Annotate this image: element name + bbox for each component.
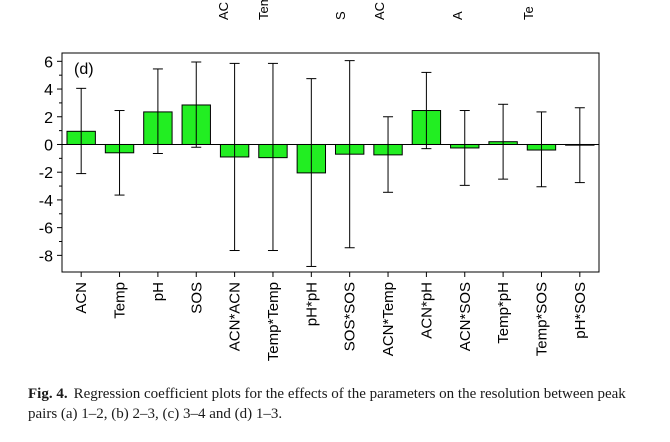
- x-tick-label: ACN*Temp: [380, 282, 397, 356]
- error-bar: [459, 110, 470, 186]
- x-tick-label: Temp*Temp: [265, 282, 282, 361]
- x-tick-label: Temp*pH: [495, 282, 512, 344]
- y-tick-label: -2: [39, 165, 53, 182]
- y-axis: 6 4 2 0 -2 -4 -6 -8: [39, 54, 62, 265]
- error-bars-group: [76, 60, 585, 267]
- figure-caption-text: Regression coefficient plots for the eff…: [28, 386, 626, 422]
- x-tick-label: SOS: [188, 282, 205, 314]
- y-tick-label: 4: [44, 82, 53, 99]
- figure-caption: Fig. 4. Regression coefficient plots for …: [28, 384, 648, 424]
- y-tick-label: 0: [44, 137, 53, 154]
- error-bar: [536, 111, 547, 188]
- error-bar: [267, 62, 278, 252]
- x-tick-label: Temp: [112, 282, 129, 319]
- top-cut-label: S: [333, 11, 348, 20]
- error-bar: [344, 60, 355, 249]
- x-tick-label: pH: [150, 282, 167, 301]
- x-tick-label: ACN: [73, 282, 90, 314]
- x-tick-label: pH*pH: [303, 282, 320, 326]
- error-bar: [421, 71, 432, 150]
- y-tick-label: -8: [39, 248, 53, 265]
- error-bar: [498, 103, 509, 180]
- bars-group: [66, 104, 595, 174]
- y-tick-label: -4: [39, 193, 53, 210]
- top-cut-label: AC: [372, 2, 387, 20]
- x-tick-label: pH*SOS: [572, 282, 589, 339]
- figure-caption-label: Fig. 4.: [28, 386, 68, 402]
- top-cut-label: Tem: [256, 0, 271, 20]
- error-bar: [152, 68, 163, 154]
- top-cut-labels: AC Tem S AC A Te: [216, 0, 536, 20]
- x-tick-label: ACN*pH: [418, 282, 435, 339]
- y-tick-label: -6: [39, 221, 53, 238]
- x-tick-label: SOS*SOS: [342, 282, 359, 351]
- panel-label: (d): [74, 61, 94, 78]
- y-tick-label: 6: [44, 54, 53, 71]
- x-tick-label: ACN*SOS: [457, 282, 474, 351]
- error-bar: [229, 62, 240, 252]
- top-cut-label: Te: [521, 6, 536, 20]
- error-bar: [574, 107, 585, 184]
- error-bar: [76, 87, 87, 175]
- error-bar: [383, 116, 394, 193]
- regression-coefficient-chart: AC Tem S AC A Te (d) 6 4 2 0 -2 -4 -6 -8 ACN Temp pH SO…: [39, 0, 600, 361]
- error-bar: [306, 78, 317, 267]
- plot-frame: [61, 52, 600, 273]
- y-tick-label: 2: [44, 110, 53, 127]
- x-tick-label: ACN*ACN: [227, 282, 244, 351]
- x-axis: ACN Temp pH SOS ACN*ACN Temp*Temp pH*pH SOS*SOS…: [73, 272, 589, 361]
- top-cut-label: A: [450, 11, 465, 20]
- error-bar: [114, 110, 125, 196]
- error-bar: [191, 61, 202, 148]
- top-cut-label: AC: [216, 2, 231, 20]
- x-tick-label: Temp*SOS: [533, 282, 550, 356]
